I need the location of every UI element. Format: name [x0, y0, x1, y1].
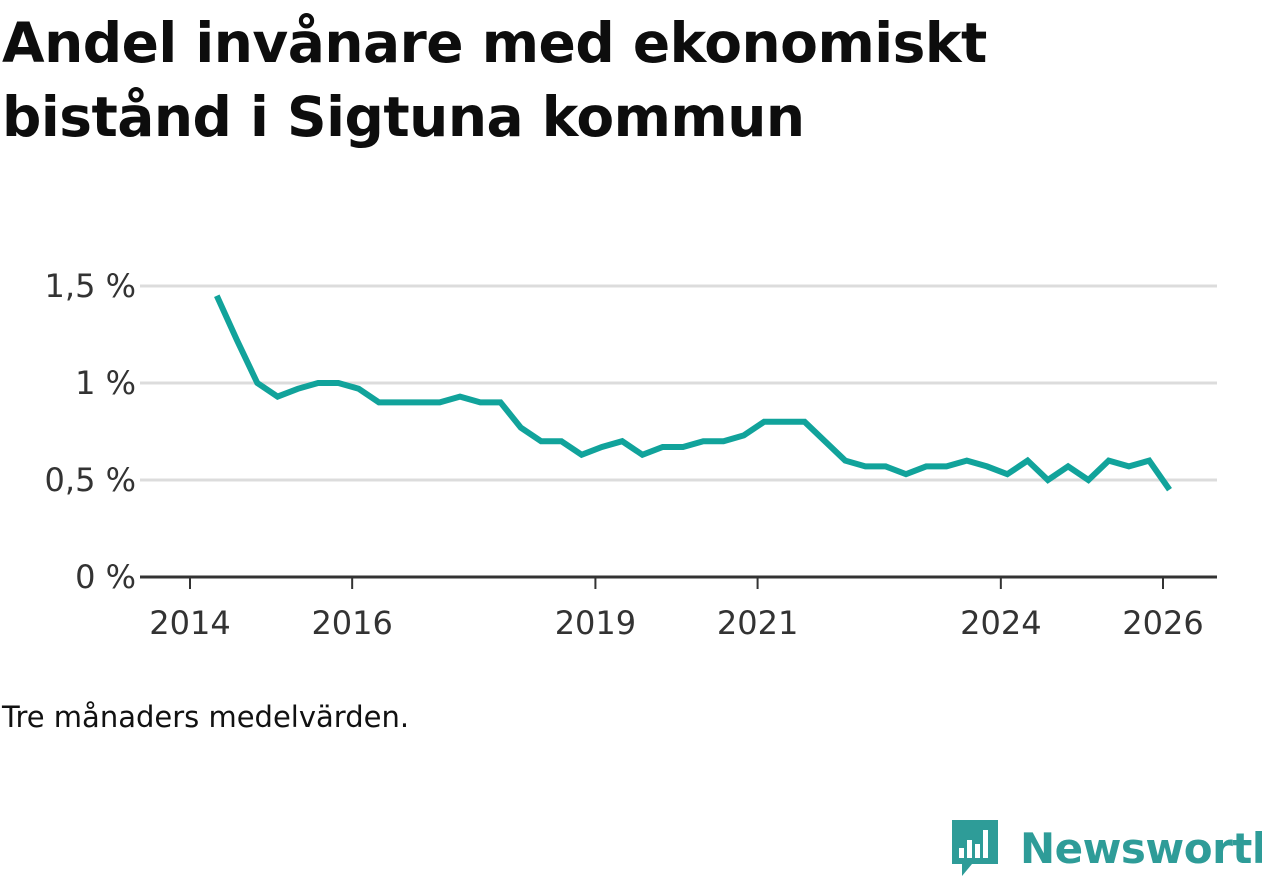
x-tick-label: 2014 — [149, 604, 230, 642]
y-tick-label: 0 % — [75, 558, 136, 596]
x-axis — [140, 575, 1217, 589]
line-chart: 0 % 0,5 % 1 % 1,5 % 2014 2016 2019 2021 2024 2026 — [45, 267, 1217, 642]
y-tick-label: 0,5 % — [45, 461, 136, 499]
newsworthy-logo: Newsworthy — [950, 818, 1262, 878]
x-tick-label: 2016 — [311, 604, 392, 642]
tick-labels: 0 % 0,5 % 1 % 1,5 % 2014 2016 2019 2021 2024 2026 — [45, 267, 1204, 642]
y-tick-label: 1,5 % — [45, 267, 136, 305]
x-tick-label: 2024 — [960, 604, 1041, 642]
logo-text: Newsworthy — [1020, 823, 1262, 873]
y-tick-label: 1 % — [75, 364, 136, 402]
chart-note: Tre månaders medelvärden. — [2, 700, 410, 734]
x-tick-label: 2026 — [1122, 604, 1203, 642]
newsworthy-logo-icon — [952, 820, 998, 876]
series — [214, 294, 1172, 492]
x-tick-label: 2021 — [717, 604, 798, 642]
x-tick-label: 2019 — [555, 604, 636, 642]
chart-title: Andel invånare med ekonomiskt bistånd i … — [2, 11, 987, 149]
gridlines — [140, 284, 1217, 482]
series-line — [214, 294, 1172, 492]
